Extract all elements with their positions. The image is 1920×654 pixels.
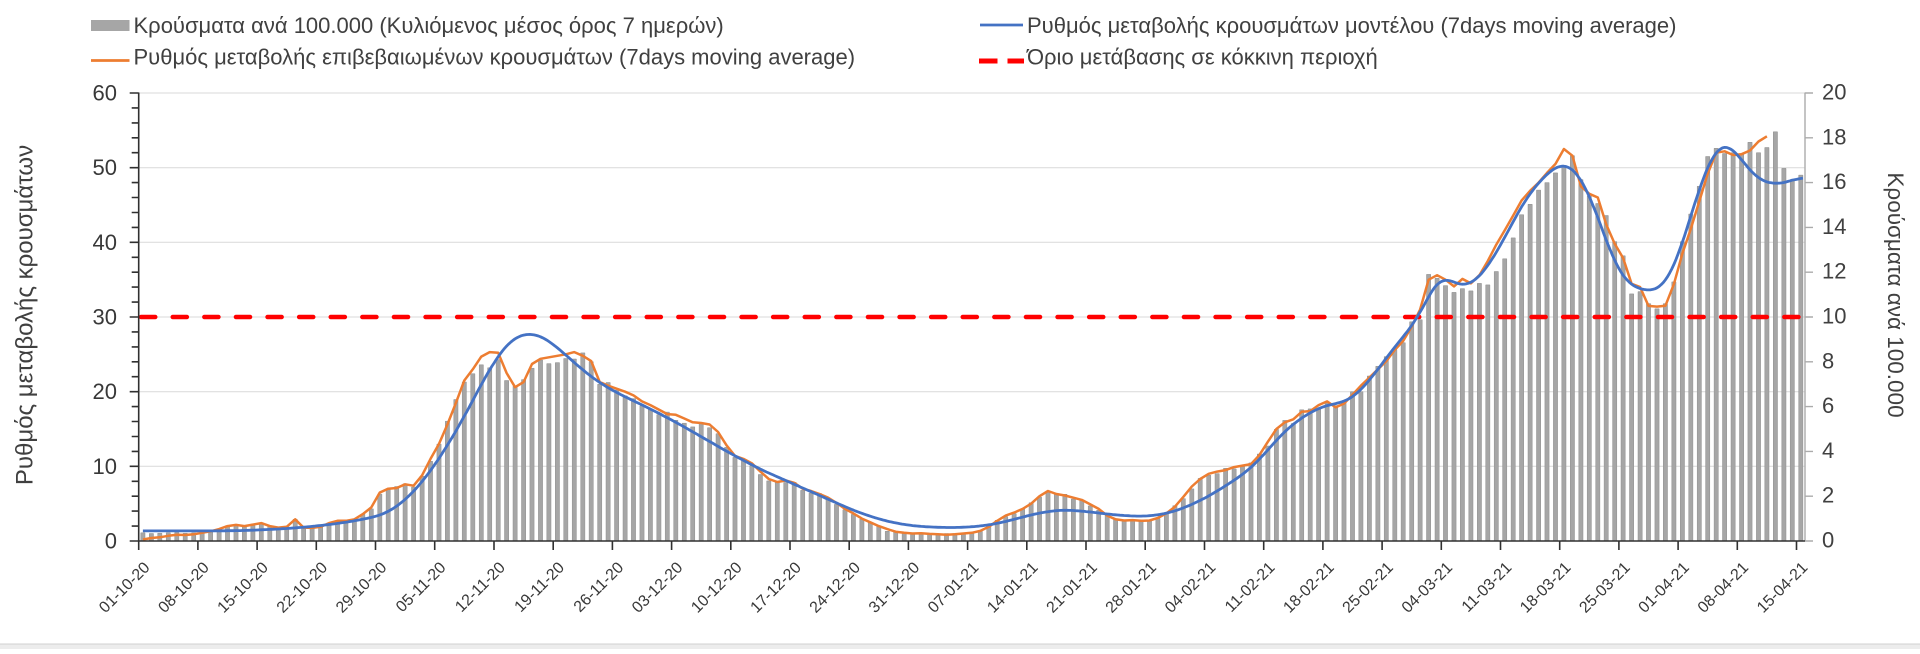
- svg-text:10: 10: [93, 454, 117, 479]
- svg-text:2: 2: [1822, 483, 1834, 508]
- svg-text:Ρυθμός μεταβολής κρουσμάτων: Ρυθμός μεταβολής κρουσμάτων: [12, 145, 39, 485]
- svg-text:20: 20: [93, 379, 117, 404]
- svg-text:6: 6: [1822, 393, 1834, 418]
- svg-text:Κρούσματα ανά 100.000: Κρούσματα ανά 100.000: [1883, 172, 1908, 417]
- svg-text:Ρυθμός μεταβολής κρουσμάτων μο: Ρυθμός μεταβολής κρουσμάτων μοντέλου (7d…: [1027, 13, 1676, 38]
- svg-text:10: 10: [1822, 304, 1846, 329]
- svg-text:40: 40: [93, 230, 117, 255]
- svg-text:8: 8: [1822, 348, 1834, 373]
- svg-text:0: 0: [105, 529, 117, 554]
- svg-text:Κρούσματα ανά 100.000 (Κυλιόμε: Κρούσματα ανά 100.000 (Κυλιόμενος μέσος …: [134, 13, 724, 38]
- svg-text:14: 14: [1822, 214, 1846, 239]
- svg-text:18: 18: [1822, 124, 1846, 149]
- svg-text:Όριο μετάβασης σε κόκκινη περι: Όριο μετάβασης σε κόκκινη περιοχή: [1026, 45, 1378, 70]
- svg-text:0: 0: [1822, 528, 1834, 553]
- svg-text:50: 50: [93, 155, 117, 180]
- svg-text:60: 60: [93, 81, 117, 106]
- svg-text:16: 16: [1822, 169, 1846, 194]
- svg-text:20: 20: [1822, 80, 1846, 105]
- svg-text:Ρυθμός μεταβολής επιβεβαιωμένω: Ρυθμός μεταβολής επιβεβαιωμένων κρουσμάτ…: [134, 45, 856, 70]
- svg-text:12: 12: [1822, 259, 1846, 284]
- svg-text:30: 30: [93, 305, 117, 330]
- svg-text:4: 4: [1822, 438, 1834, 463]
